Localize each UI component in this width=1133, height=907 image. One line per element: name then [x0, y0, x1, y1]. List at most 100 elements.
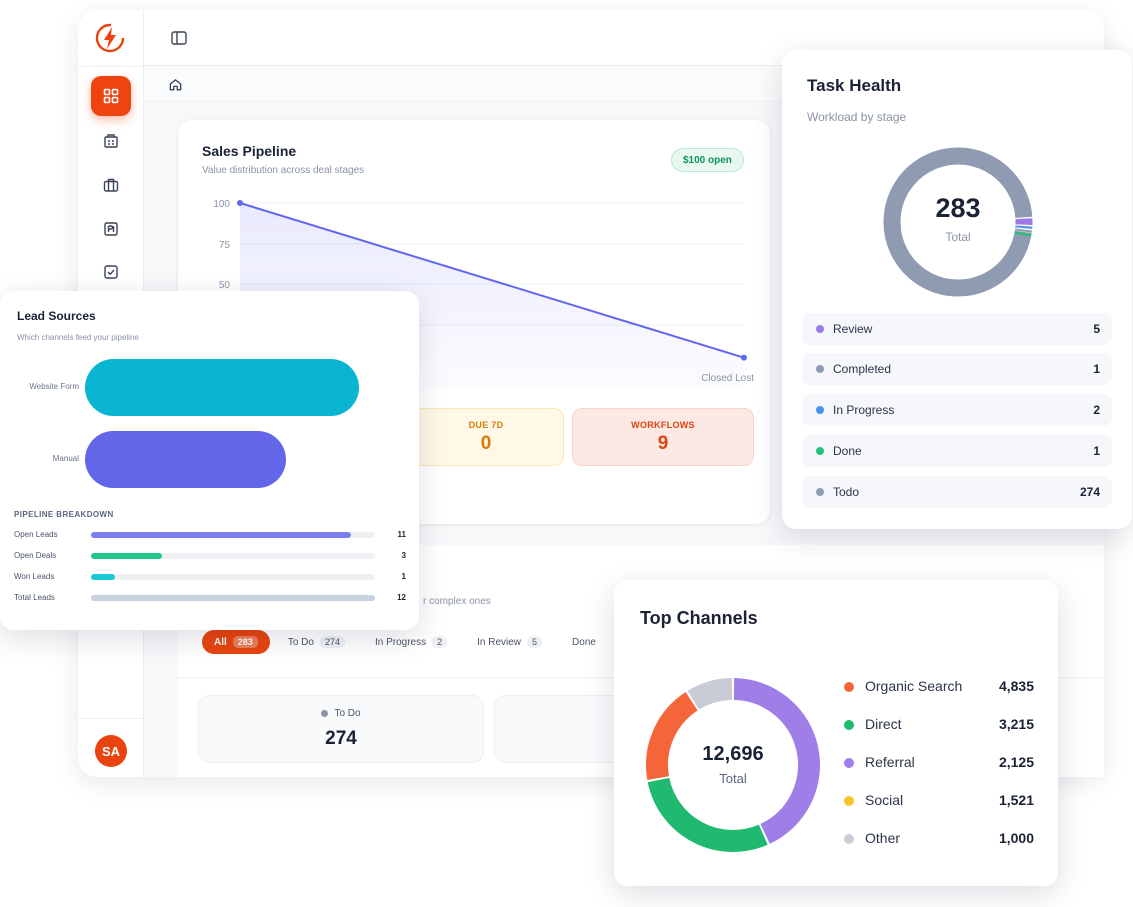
donut-slice-organic-search[interactable]	[646, 692, 698, 780]
lead-bar-label: Website Form	[29, 382, 79, 391]
tab-label: In Progress	[374, 636, 427, 648]
top-channels-total: 12,696	[702, 743, 764, 765]
breakdown-track	[91, 595, 375, 601]
lead-sources-card: Lead Sources Which channels feed your pi…	[0, 291, 419, 630]
legend-name: Review	[833, 322, 873, 336]
legend-dot	[844, 796, 854, 806]
lead-sources-subtitle: Which channels feed your pipeline	[17, 333, 139, 342]
sidebar-item-dashboard[interactable]	[91, 76, 131, 116]
legend-name: Social	[865, 792, 904, 808]
task-health-title: Task Health	[807, 76, 902, 95]
task-check-icon	[104, 265, 118, 279]
channel-row-social[interactable]: Social 1,521	[844, 790, 1034, 810]
top-channels-donut	[646, 678, 820, 852]
health-row-in-progress[interactable]: In Progress 2	[802, 394, 1112, 426]
lead-bar-website-form[interactable]	[85, 359, 359, 416]
y-tick-label: 75	[219, 240, 231, 251]
data-point[interactable]	[741, 354, 747, 361]
y-tick-label: 100	[213, 199, 230, 210]
tab-count: 283	[232, 636, 258, 648]
data-point[interactable]	[237, 200, 243, 206]
tab-in-progress[interactable]: In Progress 2	[374, 636, 448, 648]
workflows-stat[interactable]: WORKFLOWS 9	[572, 408, 754, 466]
tab-label: All	[214, 636, 227, 648]
dashboard-icon	[103, 88, 119, 104]
status-dot	[321, 709, 329, 717]
channel-row-organic-search[interactable]: Organic Search 4,835	[844, 676, 1034, 696]
sales-pipeline-title: Sales Pipeline	[202, 143, 297, 159]
breakdown-value: 12	[397, 593, 406, 602]
health-row-done[interactable]: Done 1	[802, 435, 1112, 467]
legend-name: Completed	[833, 362, 892, 376]
donut-slice-direct[interactable]	[647, 777, 768, 852]
legend-name: Done	[833, 444, 862, 458]
legend-dot	[816, 325, 824, 333]
building-icon	[104, 134, 118, 148]
top-channels-title: Top Channels	[640, 608, 758, 628]
breakdown-value: 3	[401, 551, 406, 560]
x-tick-label: Closed Lost	[701, 373, 754, 384]
legend-value: 2,125	[998, 754, 1034, 770]
stat-value: 0	[480, 432, 492, 454]
sidebar-item-deals[interactable]	[91, 165, 131, 205]
sidebar-divider	[78, 66, 144, 67]
top-channels-card: Top Channels 12,696 Total Organic Search…	[614, 580, 1058, 886]
donut-slice-other[interactable]	[687, 678, 733, 710]
tab-done[interactable]: Done	[572, 637, 596, 648]
legend-value: 1,521	[998, 792, 1034, 808]
sales-pipeline-subtitle: Value distribution across deal stages	[202, 165, 365, 176]
health-row-review[interactable]: Review 5	[802, 313, 1112, 345]
briefcase-icon	[103, 178, 119, 192]
lead-sources-title: Lead Sources	[17, 309, 96, 323]
due-7d-stat[interactable]: DUE 7D 0	[408, 408, 564, 466]
legend-dot	[816, 447, 824, 455]
tab-todo[interactable]: To Do 274	[288, 636, 345, 648]
stat-label: DUE 7D	[468, 419, 504, 430]
lead-bar-label: Manual	[52, 454, 79, 463]
tab-count: 5	[527, 636, 543, 648]
top-channels-total-label: Total	[719, 771, 747, 786]
status-label-text: To Do	[334, 708, 361, 719]
tab-in-review[interactable]: In Review 5	[477, 636, 543, 648]
legend-dot	[844, 720, 854, 730]
breakdown-bar-total-leads	[91, 595, 375, 601]
health-row-completed[interactable]: Completed 1	[802, 353, 1112, 385]
sidebar-item-projects[interactable]	[91, 209, 131, 249]
lead-bar-manual[interactable]	[85, 431, 287, 488]
task-health-total: 283	[935, 193, 981, 223]
legend-value: 1	[1093, 362, 1100, 376]
sidebar-toggle-icon[interactable]	[170, 29, 188, 47]
sidebar-item-tasks[interactable]	[91, 252, 131, 292]
tab-count: 2	[432, 636, 448, 648]
breakdown-label: Open Leads	[14, 530, 58, 539]
legend-name: Referral	[865, 754, 915, 770]
breakdown-bar-open-deals	[91, 553, 162, 559]
tasks-subtitle: r complex ones	[423, 596, 491, 607]
breakdown-track	[91, 574, 375, 580]
task-health-total-label: Total	[945, 230, 971, 244]
donut-slice-referral[interactable]	[733, 678, 820, 844]
legend-value: 1	[1093, 444, 1100, 458]
breakdown-value: 11	[397, 530, 406, 539]
breakdown-value: 1	[401, 572, 406, 581]
health-row-todo[interactable]: Todo 274	[802, 476, 1112, 508]
tab-count: 274	[319, 636, 345, 648]
legend-value: 4,835	[998, 678, 1034, 694]
sidebar-item-companies[interactable]	[91, 121, 131, 161]
legend-value: 3,215	[998, 716, 1034, 732]
legend-value: 1,000	[998, 830, 1034, 846]
legend-name: Direct	[865, 716, 902, 732]
task-tabs: All 283 To Do 274 In Progress 2 In Review 5 …	[202, 629, 626, 655]
tab-all[interactable]: All 283	[202, 630, 270, 654]
logo-icon[interactable]	[94, 22, 126, 54]
donut-slice-todo[interactable]	[883, 147, 1033, 297]
pipeline-series-line	[239, 202, 745, 359]
home-icon[interactable]	[168, 77, 183, 92]
status-box-todo[interactable]: To Do 274	[198, 695, 484, 763]
tab-label: Done	[572, 636, 596, 648]
channel-row-other[interactable]: Other 1,000	[844, 828, 1034, 848]
channel-row-direct[interactable]: Direct 3,215	[844, 714, 1034, 734]
avatar[interactable]: SA	[95, 735, 127, 767]
task-health-donut	[883, 147, 1033, 297]
channel-row-referral[interactable]: Referral 2,125	[844, 752, 1034, 772]
